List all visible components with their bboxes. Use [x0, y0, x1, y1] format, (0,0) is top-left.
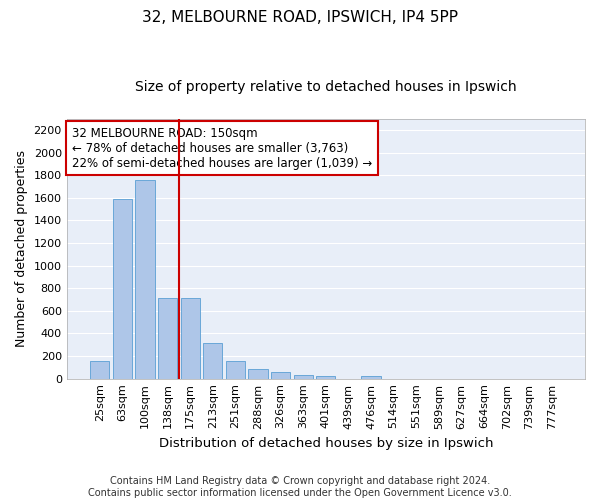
Bar [248, 368, 268, 378]
Bar [226, 360, 245, 378]
Text: 32, MELBOURNE ROAD, IPSWICH, IP4 5PP: 32, MELBOURNE ROAD, IPSWICH, IP4 5PP [142, 10, 458, 25]
Title: Size of property relative to detached houses in Ipswich: Size of property relative to detached ho… [135, 80, 517, 94]
Bar [293, 376, 313, 378]
Bar [361, 376, 380, 378]
Bar [136, 180, 155, 378]
Bar [203, 342, 223, 378]
Bar [316, 376, 335, 378]
Text: 32 MELBOURNE ROAD: 150sqm
← 78% of detached houses are smaller (3,763)
22% of se: 32 MELBOURNE ROAD: 150sqm ← 78% of detac… [72, 126, 372, 170]
Bar [181, 298, 200, 378]
Bar [90, 360, 109, 378]
Y-axis label: Number of detached properties: Number of detached properties [15, 150, 28, 347]
Bar [113, 199, 132, 378]
X-axis label: Distribution of detached houses by size in Ipswich: Distribution of detached houses by size … [158, 437, 493, 450]
Bar [158, 298, 177, 378]
Text: Contains HM Land Registry data © Crown copyright and database right 2024.
Contai: Contains HM Land Registry data © Crown c… [88, 476, 512, 498]
Bar [271, 372, 290, 378]
